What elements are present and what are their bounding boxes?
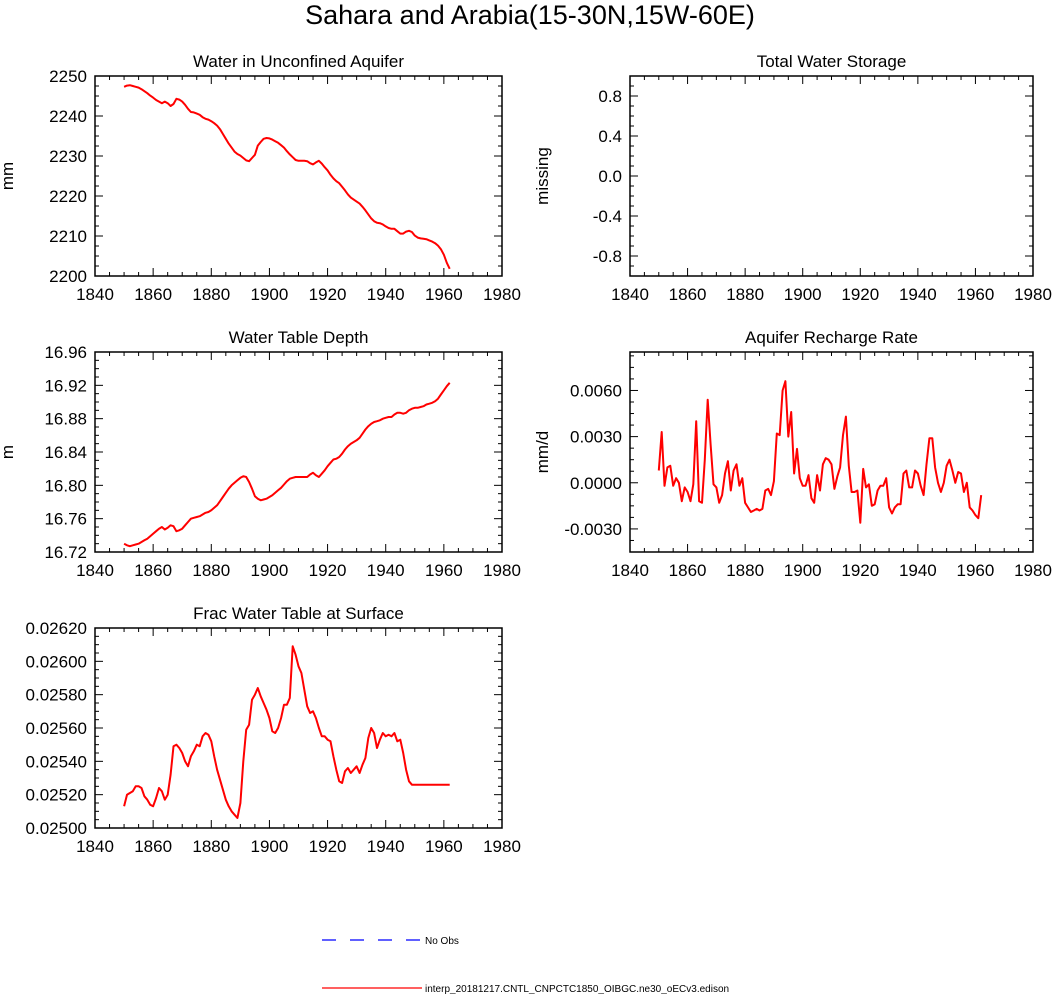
x-tick-label: 1980: [483, 837, 521, 856]
series-line-0: [123, 645, 450, 819]
x-tick-label: 1900: [784, 285, 822, 304]
x-tick-label: 1980: [1014, 561, 1052, 580]
y-tick-label: 0.02520: [26, 786, 87, 805]
y-axis-label: m: [0, 445, 17, 459]
x-tick-label: 1900: [784, 561, 822, 580]
panel-1: Total Water Storage missing 1840 1860 1880 19…: [533, 52, 1052, 304]
plot-frame: [629, 75, 1034, 277]
panel-title: Water in Unconfined Aquifer: [193, 52, 404, 71]
y-tick-label: 0.02600: [26, 652, 87, 671]
x-tick-label: 1980: [1014, 285, 1052, 304]
x-tick-label: 1940: [367, 561, 405, 580]
x-tick-label: 1920: [841, 285, 879, 304]
x-tick-label: 1960: [957, 561, 995, 580]
series-line-0: [123, 382, 451, 548]
x-tick-label: 1960: [425, 561, 463, 580]
series-line-0: [657, 380, 983, 524]
y-tick-label: 2220: [49, 187, 87, 206]
y-tick-label: 0.0030: [570, 428, 622, 447]
x-tick-label: 1920: [309, 561, 347, 580]
y-tick-label: 2200: [49, 267, 87, 286]
x-tick-label: 1960: [425, 837, 463, 856]
x-tick-label: 1900: [251, 561, 289, 580]
x-tick-label: 1840: [611, 285, 649, 304]
y-tick-label: 0.0: [598, 167, 622, 186]
x-tick-label: 1920: [309, 285, 347, 304]
y-axis-label: mm: [0, 162, 17, 190]
series-line-0: [123, 84, 451, 270]
y-tick-label: 0.0000: [570, 474, 622, 493]
y-tick-label: 16.76: [44, 510, 87, 529]
y-tick-label: 16.84: [44, 443, 87, 462]
y-tick-label: 0.8: [598, 87, 622, 106]
y-tick-label: 0.4: [598, 127, 622, 146]
legend-label-no-obs: No Obs: [425, 936, 459, 947]
x-tick-label: 1860: [669, 285, 707, 304]
x-tick-label: 1840: [76, 561, 114, 580]
x-tick-label: 1880: [726, 285, 764, 304]
x-tick-label: 1980: [483, 561, 521, 580]
x-tick-label: 1980: [483, 285, 521, 304]
x-tick-label: 1880: [192, 561, 230, 580]
y-tick-label: 16.92: [44, 376, 87, 395]
panel-title: Aquifer Recharge Rate: [745, 328, 918, 347]
y-tick-label: 16.72: [44, 543, 87, 562]
y-tick-label: 2210: [49, 227, 87, 246]
y-tick-label: -0.4: [593, 207, 622, 226]
x-tick-label: 1900: [251, 285, 289, 304]
y-tick-label: 2250: [49, 67, 87, 86]
x-tick-label: 1860: [669, 561, 707, 580]
y-tick-label: 2240: [49, 107, 87, 126]
y-tick-label: 0.02540: [26, 752, 87, 771]
plot-frame: [629, 351, 1034, 553]
x-tick-label: 1920: [841, 561, 879, 580]
legend: No Obs interp_20181217.CNTL_CNPCTC1850_O…: [322, 936, 729, 994]
y-tick-label: 0.02500: [26, 819, 87, 838]
legend-label-model: interp_20181217.CNTL_CNPCTC1850_OIBGC.ne…: [425, 984, 729, 994]
panel-0: Water in Unconfined Aquifer mm 1840 1860 188…: [0, 52, 521, 304]
x-tick-label: 1880: [192, 285, 230, 304]
x-tick-label: 1840: [611, 561, 649, 580]
x-tick-label: 1940: [899, 561, 937, 580]
panel-3: Aquifer Recharge Rate mm/d 1840 1860 1880 190…: [533, 328, 1052, 580]
x-tick-label: 1960: [957, 285, 995, 304]
x-tick-label: 1940: [367, 837, 405, 856]
y-tick-label: 0.0060: [570, 381, 622, 400]
figure-title: Sahara and Arabia(15-30N,15W-60E): [305, 0, 755, 30]
plot-frame: [94, 75, 503, 277]
y-axis-label: mm/d: [533, 431, 552, 474]
y-tick-label: 0.02560: [26, 719, 87, 738]
x-tick-label: 1960: [425, 285, 463, 304]
panel-4: Frac Water Table at Surface 1840 1860 1880 1…: [26, 604, 521, 856]
x-tick-label: 1940: [367, 285, 405, 304]
x-tick-label: 1840: [76, 285, 114, 304]
y-tick-label: 16.88: [44, 410, 87, 429]
y-tick-label: 16.80: [44, 476, 87, 495]
y-tick-label: -0.0030: [564, 520, 622, 539]
x-tick-label: 1860: [134, 285, 172, 304]
x-tick-label: 1900: [251, 837, 289, 856]
x-tick-label: 1860: [134, 561, 172, 580]
panels: Water in Unconfined Aquifer mm 1840 1860 188…: [0, 52, 1052, 856]
y-tick-label: -0.8: [593, 247, 622, 266]
y-tick-label: 0.02620: [26, 619, 87, 638]
plot-frame: [94, 351, 503, 553]
x-tick-label: 1880: [192, 837, 230, 856]
y-axis-label: missing: [533, 147, 552, 205]
panel-title: Water Table Depth: [229, 328, 369, 347]
panel-title: Total Water Storage: [757, 52, 907, 71]
panel-title: Frac Water Table at Surface: [193, 604, 404, 623]
x-tick-label: 1880: [726, 561, 764, 580]
x-tick-label: 1920: [309, 837, 347, 856]
y-tick-label: 2230: [49, 147, 87, 166]
panel-2: Water Table Depth m 1840 1860 1880 1900 1920 19…: [0, 328, 521, 580]
y-tick-label: 16.96: [44, 343, 87, 362]
x-tick-label: 1860: [134, 837, 172, 856]
y-tick-label: 0.02580: [26, 686, 87, 705]
x-tick-label: 1840: [76, 837, 114, 856]
x-tick-label: 1940: [899, 285, 937, 304]
